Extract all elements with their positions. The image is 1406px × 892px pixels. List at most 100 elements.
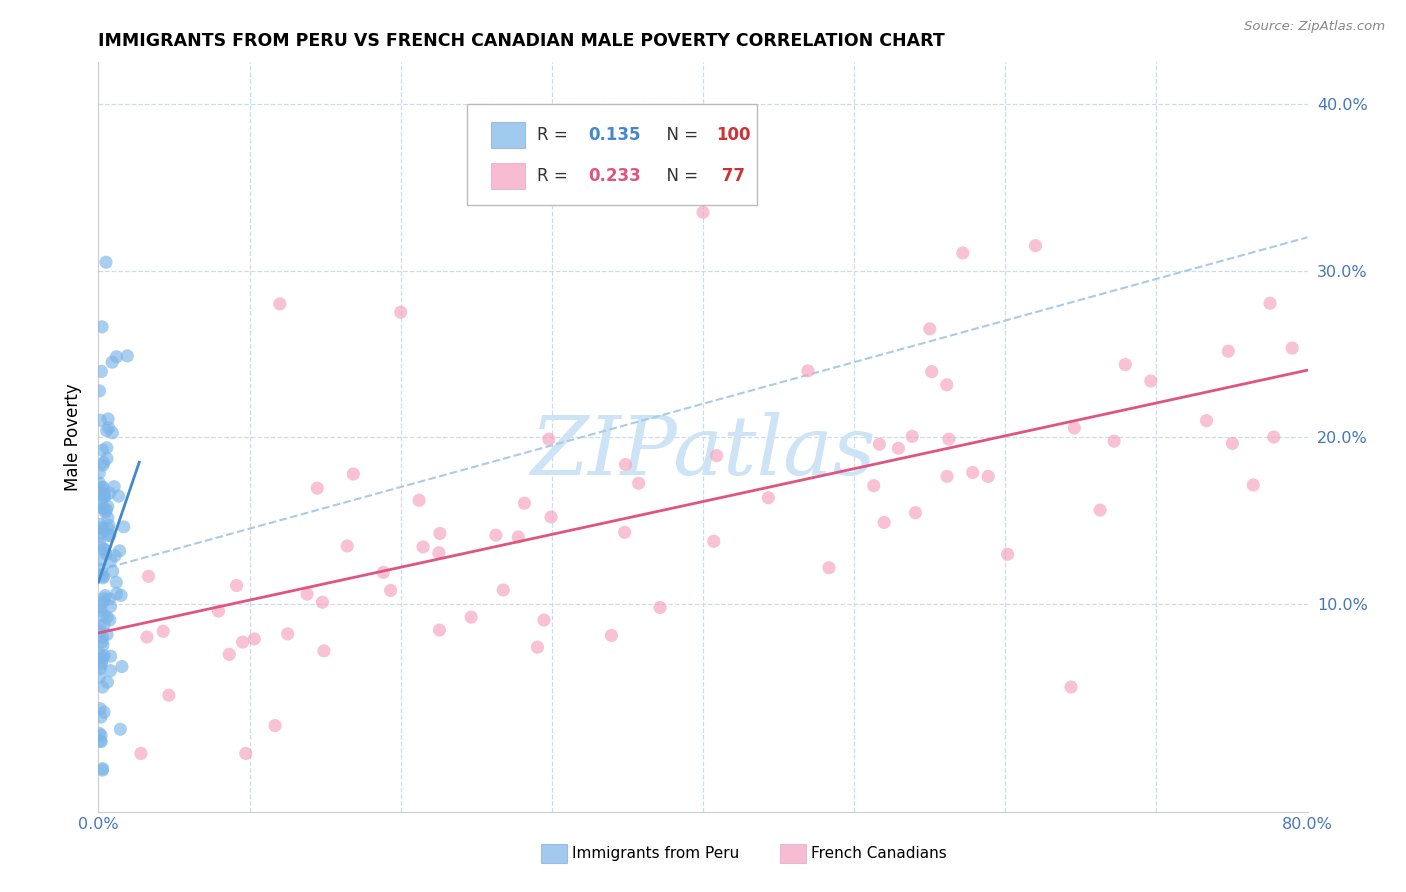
Point — [94, 547, 117, 561]
Point — [648, 600, 671, 615]
Point — [1102, 434, 1125, 449]
Point — [91, 486, 114, 500]
Point — [1241, 478, 1264, 492]
Point — [93, 456, 115, 470]
Point — [429, 526, 451, 541]
Point — [98, 613, 121, 627]
Point — [152, 624, 174, 639]
Point — [90, 655, 112, 669]
Text: 77: 77 — [716, 167, 745, 185]
Point — [129, 747, 152, 761]
Point — [269, 297, 291, 311]
Point — [90, 657, 112, 672]
Point — [138, 569, 160, 583]
Point — [100, 649, 122, 664]
Point — [90, 710, 112, 724]
Point — [613, 525, 636, 540]
Text: IMMIGRANTS FROM PERU VS FRENCH CANADIAN MALE POVERTY CORRELATION CHART: IMMIGRANTS FROM PERU VS FRENCH CANADIAN … — [98, 32, 945, 50]
Text: R =: R = — [537, 167, 574, 185]
Point — [94, 505, 117, 519]
Point — [136, 630, 159, 644]
Point — [94, 589, 117, 603]
Point — [89, 701, 111, 715]
Point — [1088, 503, 1111, 517]
Point — [1195, 414, 1218, 428]
Point — [938, 432, 960, 446]
Point — [101, 355, 124, 369]
Point — [1024, 238, 1046, 252]
Point — [97, 522, 120, 536]
Text: ZIPatlas: ZIPatlas — [530, 412, 876, 492]
Point — [97, 518, 120, 533]
Point — [108, 544, 131, 558]
Point — [1114, 358, 1136, 372]
Point — [756, 491, 779, 505]
FancyBboxPatch shape — [467, 103, 758, 205]
Text: French Canadians: French Canadians — [811, 847, 948, 861]
Point — [91, 443, 114, 458]
Point — [91, 763, 114, 777]
Text: 0.233: 0.233 — [588, 167, 641, 185]
Point — [100, 553, 122, 567]
Point — [98, 528, 121, 542]
Point — [706, 449, 728, 463]
Point — [1222, 436, 1244, 450]
Point — [91, 650, 114, 665]
Point — [91, 500, 114, 515]
Point — [105, 587, 128, 601]
Point — [89, 625, 111, 640]
Y-axis label: Male Poverty: Male Poverty — [65, 384, 83, 491]
Point — [89, 726, 111, 740]
Point — [91, 571, 114, 585]
Point — [117, 349, 139, 363]
Point — [427, 546, 450, 560]
Point — [89, 619, 111, 633]
Point — [89, 384, 111, 398]
Point — [89, 537, 111, 551]
Point — [429, 623, 451, 637]
Point — [91, 762, 114, 776]
Point — [96, 441, 118, 455]
Point — [104, 549, 127, 563]
Point — [111, 659, 134, 673]
Point — [89, 662, 111, 676]
Point — [90, 728, 112, 742]
Point — [225, 578, 247, 592]
Point — [887, 442, 910, 456]
Point — [107, 489, 129, 503]
Point — [93, 569, 115, 583]
Point — [868, 437, 890, 451]
Point — [936, 469, 959, 483]
Point — [918, 322, 941, 336]
Point — [93, 648, 115, 663]
Point — [105, 350, 128, 364]
Point — [235, 747, 257, 761]
Point — [93, 705, 115, 719]
Point — [997, 547, 1019, 561]
Point — [103, 480, 125, 494]
Point — [96, 451, 118, 466]
Point — [614, 458, 637, 472]
Point — [100, 664, 122, 678]
Point — [93, 591, 115, 606]
Point — [98, 486, 121, 500]
Point — [94, 490, 117, 504]
Point — [110, 588, 132, 602]
Text: 0.135: 0.135 — [588, 127, 641, 145]
Point — [1060, 680, 1083, 694]
Point — [89, 497, 111, 511]
Point — [600, 628, 623, 642]
Point — [1218, 344, 1240, 359]
Point — [101, 564, 124, 578]
Point — [97, 421, 120, 435]
Point — [97, 412, 120, 426]
Point — [1281, 341, 1303, 355]
Point — [89, 647, 111, 661]
Point — [862, 479, 884, 493]
Point — [232, 635, 254, 649]
Point — [91, 595, 114, 609]
Point — [1139, 374, 1161, 388]
Point — [513, 496, 536, 510]
Point — [492, 582, 515, 597]
Point — [93, 487, 115, 501]
